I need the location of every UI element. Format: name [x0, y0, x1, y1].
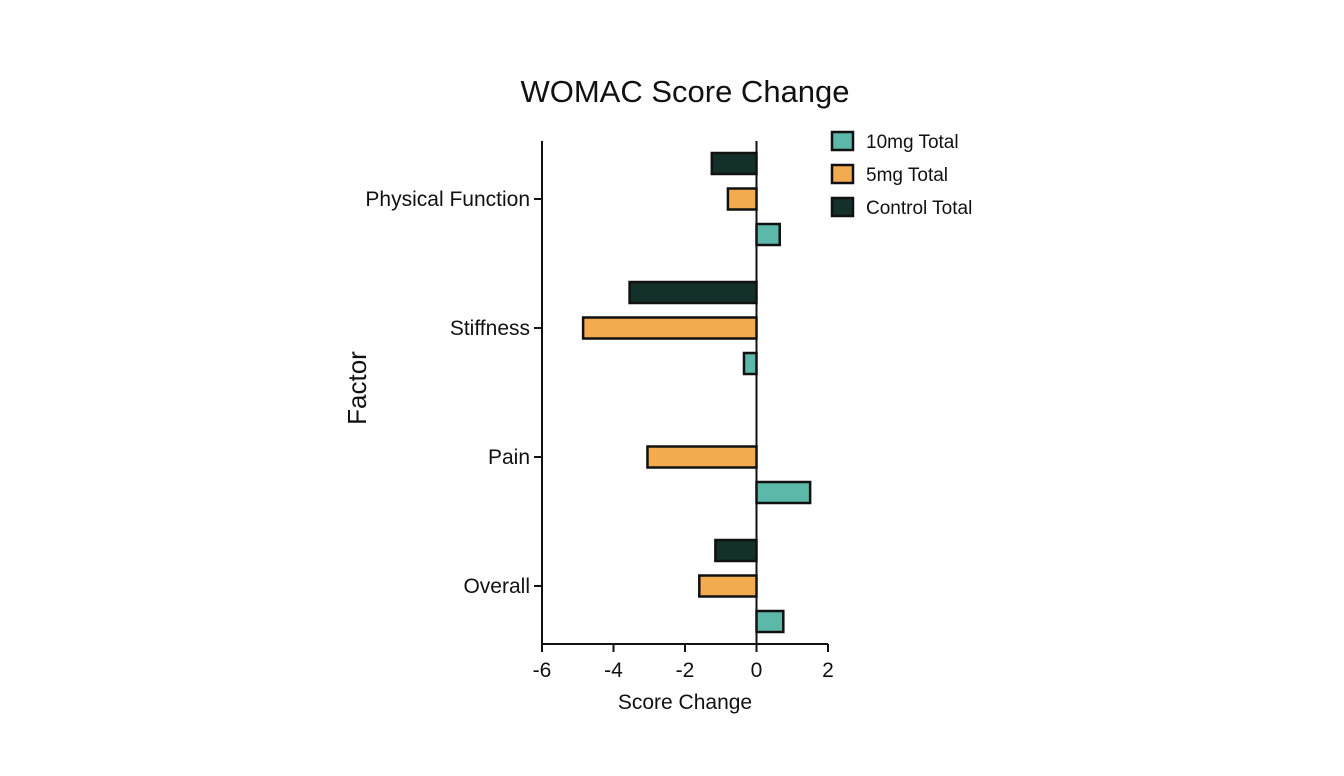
legend-swatch-control-total [830, 196, 855, 218]
category-label-overall: Overall [463, 575, 530, 598]
legend: 10mg Total 5mg Total Control Total [830, 130, 972, 219]
x-tick-label-2: 2 [822, 659, 834, 682]
bar-overall-5mg-total [698, 574, 758, 598]
legend-label-control-total: Control Total [866, 198, 972, 219]
category-label-stiffness: Stiffness [450, 317, 530, 340]
bar-stiffness-5mg-total [581, 316, 758, 340]
category-label-physical-function: Physical Function [365, 188, 530, 211]
category-label-pain: Pain [488, 446, 530, 469]
bar-physical-function-control-total [710, 151, 758, 176]
bar-physical-function-5mg-total [726, 187, 758, 211]
plot-area: Physical Function Stiffness Pain Overall -6 -… [365, 141, 834, 682]
legend-swatch-10mg-total [830, 130, 855, 152]
bar-overall-10mg-total [755, 609, 785, 634]
bar-stiffness-control-total [628, 280, 758, 305]
x-tick-label-2: -2 [676, 659, 695, 682]
x-tick-label-4: -4 [604, 659, 623, 682]
bar-overall-control-total [714, 538, 758, 563]
x-axis-title: Score Change [618, 691, 752, 714]
bar-stiffness-10mg-total [742, 351, 758, 376]
legend-swatch-5mg-total [830, 163, 855, 185]
y-axis-title: Factor [342, 351, 372, 425]
bar-pain-10mg-total [755, 480, 812, 505]
chart-title: WOMAC Score Change [520, 74, 849, 109]
legend-label-5mg-total: 5mg Total [866, 165, 948, 186]
x-tick-label-0: 0 [751, 659, 763, 682]
bar-pain-5mg-total [646, 445, 758, 469]
x-tick-label-6: -6 [533, 659, 552, 682]
bar-physical-function-10mg-total [755, 222, 781, 247]
legend-label-10mg-total: 10mg Total [866, 132, 959, 153]
